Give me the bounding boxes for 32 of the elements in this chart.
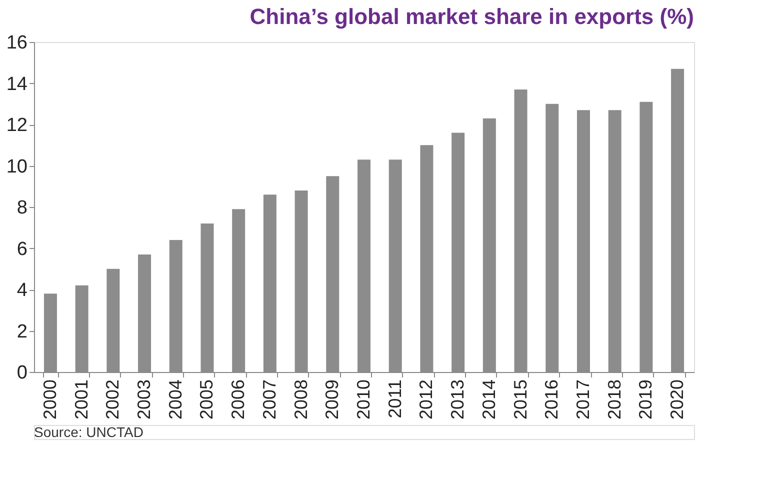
y-tick-label: 10 xyxy=(6,156,28,178)
x-tick-label: 2015 xyxy=(510,380,530,420)
y-tick-label: 12 xyxy=(6,115,28,136)
y-tick-label: 0 xyxy=(16,362,28,384)
y-tick-label: 2 xyxy=(16,321,28,342)
x-tick-label: 2001 xyxy=(71,380,92,420)
x-tick-label: 2013 xyxy=(448,380,468,420)
x-tick-label: 2014 xyxy=(478,380,499,420)
y-tick-label: 4 xyxy=(16,280,28,301)
x-tick-label: 2008 xyxy=(290,380,311,420)
x-tick-label: 2005 xyxy=(196,380,217,420)
y-tick-label: 6 xyxy=(16,238,28,260)
x-tick-label: 2017 xyxy=(572,380,593,420)
x-tick-label: 2000 xyxy=(40,380,60,420)
chart-title: China’s global market share in exports (%) xyxy=(250,4,694,29)
x-tick-label: 2003 xyxy=(134,380,154,420)
x-tick-label: 2016 xyxy=(542,380,562,420)
x-tick-label: 2010 xyxy=(354,380,374,420)
x-tick-label: 2011 xyxy=(384,380,405,418)
x-tick-label: 2009 xyxy=(322,380,342,420)
x-tick-label: 2002 xyxy=(102,380,123,420)
source-note: Source: UNCTAD xyxy=(34,424,144,440)
y-tick-label: 14 xyxy=(6,74,28,95)
x-tick-label: 2004 xyxy=(165,380,186,420)
x-tick-label: 2019 xyxy=(636,380,656,420)
x-tick-label: 2012 xyxy=(416,380,436,420)
x-tick-label: 2018 xyxy=(604,380,624,420)
x-tick-label: 2007 xyxy=(259,380,280,420)
x-tick-label: 2020 xyxy=(667,380,688,420)
y-tick-label: 8 xyxy=(16,198,28,218)
x-tick-label: 2006 xyxy=(228,380,248,420)
y-tick-label: 16 xyxy=(6,32,28,54)
